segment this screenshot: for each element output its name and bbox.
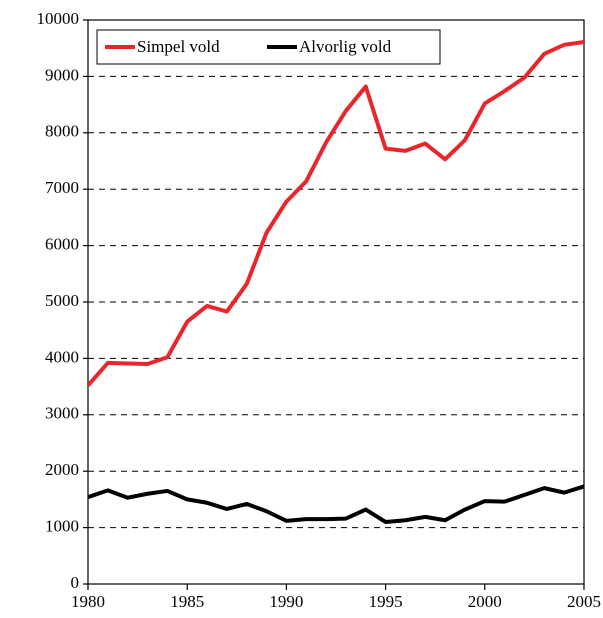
x-tick-label: 2005 (567, 592, 601, 611)
legend-label: Simpel vold (137, 37, 220, 56)
x-tick-label: 2000 (468, 592, 502, 611)
series-line (87, 484, 585, 524)
y-tick-label: 0 (71, 573, 80, 592)
y-tick-label: 5000 (45, 291, 79, 310)
y-tick-label: 9000 (45, 65, 79, 84)
y-tick-label: 10000 (37, 9, 80, 28)
x-tick-label: 1980 (71, 592, 105, 611)
y-tick-label: 3000 (45, 404, 79, 423)
x-tick-label: 1995 (369, 592, 403, 611)
plot-frame (87, 19, 585, 585)
y-tick-label: 2000 (45, 460, 79, 479)
y-tick-label: 8000 (45, 122, 79, 141)
y-tick-label: 6000 (45, 235, 79, 254)
legend-label: Alvorlig vold (299, 37, 392, 56)
series-line (86, 40, 585, 387)
x-tick-label: 1990 (269, 592, 303, 611)
y-tick-label: 1000 (45, 517, 79, 536)
y-tick-label: 4000 (45, 347, 79, 366)
y-tick-label: 7000 (45, 178, 79, 197)
x-tick-label: 1985 (170, 592, 204, 611)
